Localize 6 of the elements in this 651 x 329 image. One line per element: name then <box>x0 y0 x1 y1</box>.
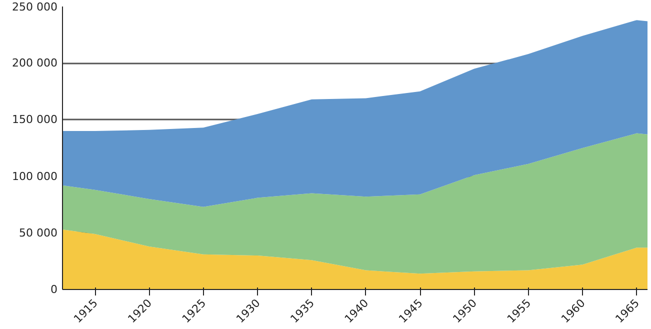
y-tick-label: 100 000 <box>12 170 58 183</box>
y-tick-label: 0 <box>50 283 58 296</box>
y-tick-label: 50 000 <box>19 226 58 240</box>
y-tick-label: 200 000 <box>12 56 58 70</box>
y-tick-label: 150 000 <box>12 113 58 126</box>
y-tick-label: 250 000 <box>12 0 58 14</box>
